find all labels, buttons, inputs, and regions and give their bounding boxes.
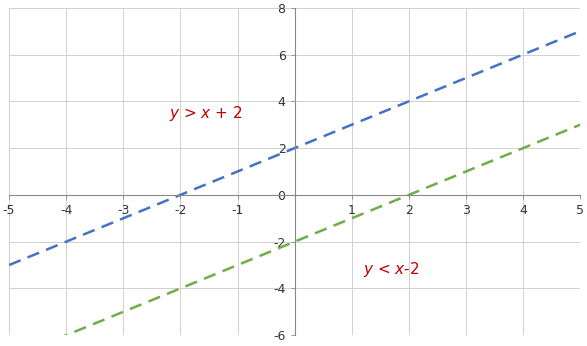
Text: $\mathit{y}$ < $\mathit{x}$-2: $\mathit{y}$ < $\mathit{x}$-2	[363, 260, 420, 279]
Text: $\mathit{y}$ > $\mathit{x}$ + 2: $\mathit{y}$ > $\mathit{x}$ + 2	[169, 103, 242, 122]
